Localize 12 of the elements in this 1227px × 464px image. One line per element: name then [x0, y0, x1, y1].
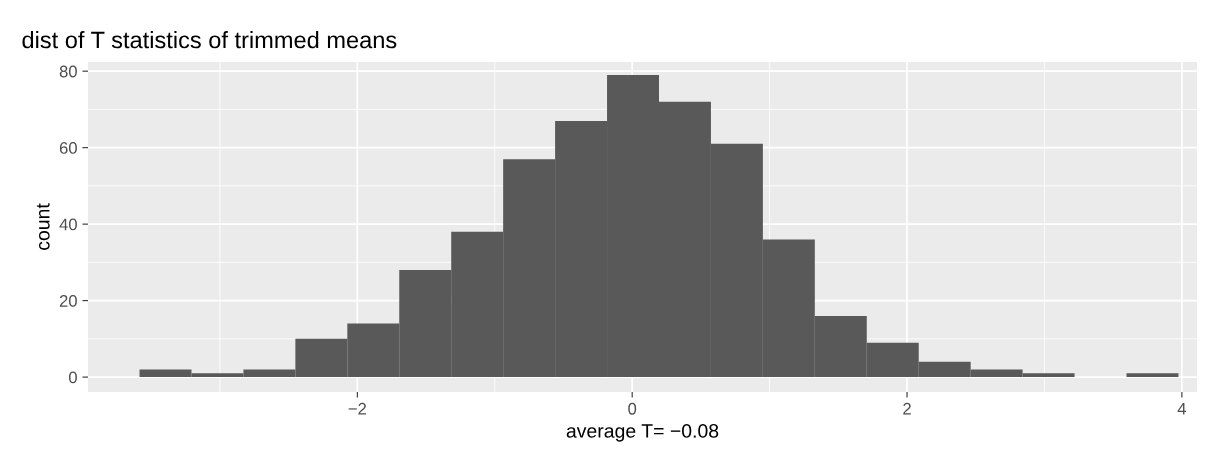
x-tick-label: 0 — [628, 402, 637, 415]
x-tick-label: −2 — [348, 402, 367, 415]
y-tick-label: 40 — [59, 218, 77, 231]
y-tick-label: 0 — [68, 371, 77, 384]
y-tick-label: 80 — [59, 65, 77, 78]
x-tick-label: 2 — [903, 402, 911, 415]
x-axis-title: average T= −0.08 — [566, 424, 719, 442]
y-axis-title: count — [36, 203, 50, 250]
x-tick-label: 4 — [1177, 403, 1187, 415]
y-tick-label: 20 — [59, 295, 77, 307]
chart-title: dist of T statistics of trimmed means — [22, 31, 397, 49]
y-tick-label: 60 — [59, 142, 77, 154]
